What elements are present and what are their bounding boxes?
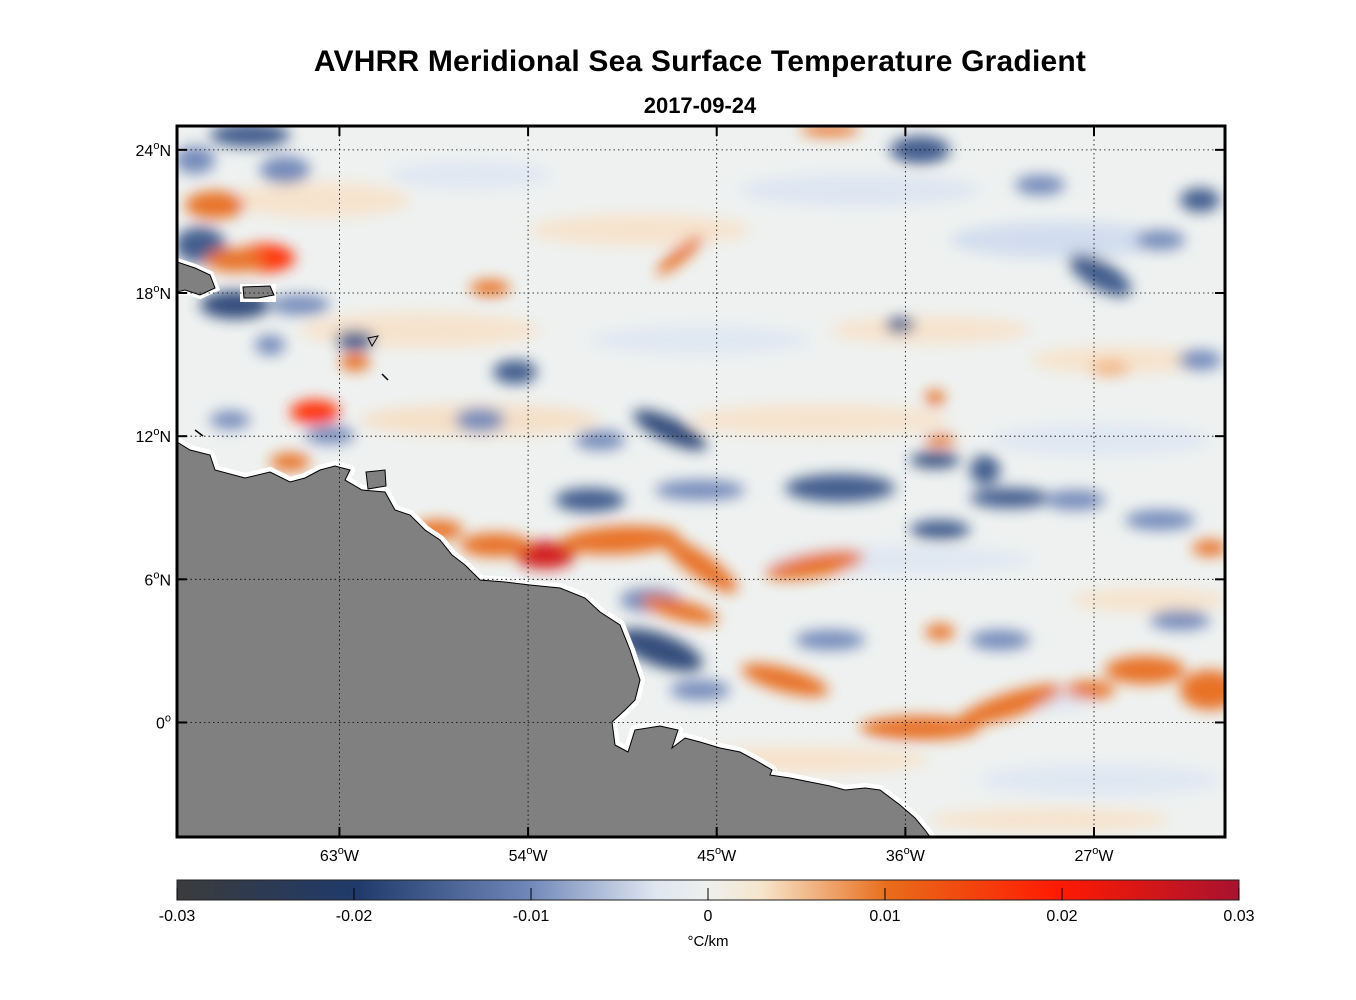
lat-tick-label: 12oN (136, 426, 171, 446)
sst-field (177, 126, 1225, 837)
graticule (177, 126, 1225, 837)
colorbar-tick-label: 0 (703, 908, 713, 925)
lon-tick-label: 45oW (697, 845, 737, 865)
colorbar-tick-label: -0.03 (158, 908, 196, 925)
lon-tick-label: 54oW (509, 845, 549, 865)
lat-tick-label: 24oN (136, 140, 171, 160)
colorbar-ticks (176, 888, 1240, 900)
lon-tick-label: 36oW (886, 845, 926, 865)
map-title: AVHRR Meridional Sea Surface Temperature… (313, 45, 1087, 78)
lat-tick-label: 18oN (136, 283, 171, 303)
colorbar-tick-label: -0.02 (335, 908, 373, 925)
colorbar-unit-label: °C/km (687, 933, 729, 950)
lat-tick-label: 6oN (144, 569, 171, 589)
map-date: 2017-09-24 (643, 93, 757, 118)
map-frame (175, 124, 1227, 839)
colorbar-tick-label: -0.01 (512, 908, 550, 925)
colorbar-tick-label: 0.02 (1046, 908, 1078, 925)
colorbar-tick-label: 0.03 (1223, 908, 1255, 925)
land (177, 257, 935, 837)
lon-tick-label: 27oW (1074, 845, 1114, 865)
colorbar-tick-label: 0.01 (869, 908, 901, 925)
lon-tick-label: 63oW (320, 845, 360, 865)
lat-tick-label: 0o (156, 712, 171, 732)
axis-ticks: 63oW 54oW 45oW 36oW 27oW 24oN 18oN 12oN 6oN 0o (136, 126, 1225, 865)
